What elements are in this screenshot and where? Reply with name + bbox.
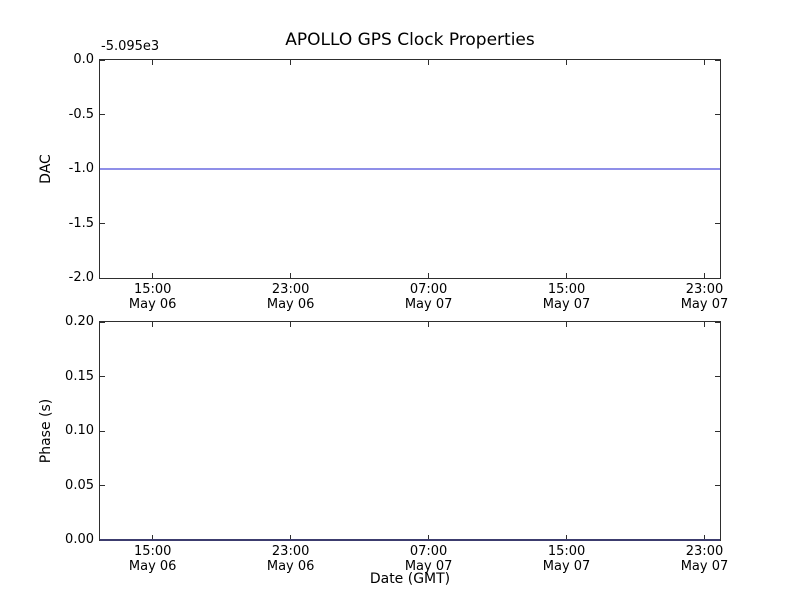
y-tick-mark bbox=[715, 223, 720, 224]
y-tick-mark bbox=[715, 485, 720, 486]
y-tick-mark bbox=[100, 321, 105, 323]
y-tick-mark bbox=[715, 430, 720, 432]
x-tick-date: May 06 bbox=[266, 297, 315, 312]
x-tick-date: May 07 bbox=[542, 559, 591, 574]
chart-title: APOLLO GPS Clock Properties bbox=[285, 30, 535, 50]
x-tick-label: 23:00 May 06 bbox=[246, 282, 336, 312]
x-tick-label: 15:00 May 06 bbox=[108, 544, 198, 574]
x-tick-date: May 07 bbox=[404, 297, 453, 312]
y-tick-label: 0.00 bbox=[65, 532, 94, 547]
x-tick-mark bbox=[428, 273, 430, 278]
x-tick-mark bbox=[704, 60, 705, 65]
x-tick-label: 23:00 May 06 bbox=[246, 544, 336, 574]
x-tick-mark bbox=[704, 535, 705, 540]
x-tick-mark bbox=[704, 273, 705, 278]
x-tick-date: May 07 bbox=[680, 559, 729, 574]
y-tick-mark bbox=[100, 376, 105, 377]
x-tick-time: 23:00 bbox=[685, 544, 724, 559]
y-tick-label: 0.10 bbox=[65, 423, 94, 438]
y-tick-label: -0.5 bbox=[68, 106, 94, 122]
x-tick-label: 23:00 May 07 bbox=[660, 544, 750, 574]
x-tick-mark bbox=[566, 273, 568, 278]
y-tick-label: 0.20 bbox=[65, 314, 94, 329]
data-line-dac bbox=[100, 168, 720, 170]
x-tick-time: 15:00 bbox=[133, 282, 172, 297]
x-tick-date: May 06 bbox=[266, 559, 315, 574]
y-tick-mark bbox=[100, 114, 105, 115]
x-tick-date: May 06 bbox=[128, 559, 177, 574]
x-tick-time: 15:00 bbox=[547, 544, 586, 559]
x-tick-mark bbox=[290, 322, 292, 327]
x-tick-mark bbox=[704, 322, 705, 327]
y-tick-mark bbox=[715, 114, 720, 115]
y-tick-mark bbox=[100, 223, 105, 224]
y-tick-mark bbox=[100, 277, 105, 279]
y-tick-label: -2.0 bbox=[68, 270, 94, 285]
x-tick-date: May 06 bbox=[128, 297, 177, 312]
x-tick-label: 15:00 May 07 bbox=[522, 282, 612, 312]
x-tick-time: 15:00 bbox=[547, 282, 586, 297]
subplot-phase bbox=[99, 321, 721, 541]
x-tick-time: 07:00 bbox=[409, 544, 448, 559]
x-tick-label: 07:00 May 07 bbox=[384, 544, 474, 574]
x-tick-mark bbox=[566, 535, 568, 540]
x-tick-mark bbox=[566, 322, 568, 327]
x-tick-date: May 07 bbox=[404, 559, 453, 574]
x-tick-mark bbox=[566, 60, 568, 65]
x-axis-label: Date (GMT) bbox=[369, 571, 451, 587]
x-tick-mark bbox=[152, 60, 154, 65]
y-tick-mark bbox=[715, 59, 720, 61]
x-tick-mark bbox=[290, 535, 292, 540]
x-tick-mark bbox=[152, 535, 154, 540]
y-tick-label: 0.0 bbox=[73, 52, 94, 67]
data-line-phase bbox=[100, 539, 720, 541]
x-tick-mark bbox=[290, 60, 292, 65]
y-tick-mark bbox=[715, 376, 720, 377]
subplot-dac bbox=[99, 59, 721, 279]
x-tick-time: 07:00 bbox=[409, 282, 448, 297]
y-tick-mark bbox=[715, 321, 720, 323]
x-tick-mark bbox=[152, 273, 154, 278]
x-tick-time: 23:00 bbox=[271, 544, 310, 559]
x-tick-date: May 07 bbox=[542, 297, 591, 312]
y-tick-label: 0.15 bbox=[65, 368, 94, 384]
x-tick-mark bbox=[428, 535, 430, 540]
y-axis-offset-text: -5.095e3 bbox=[101, 39, 160, 54]
y-tick-label: -1.5 bbox=[68, 215, 94, 231]
y-tick-label: 0.05 bbox=[65, 477, 94, 493]
y-tick-mark bbox=[715, 277, 720, 279]
x-tick-label: 15:00 May 07 bbox=[522, 544, 612, 574]
x-tick-label: 23:00 May 07 bbox=[660, 282, 750, 312]
y-tick-mark bbox=[100, 59, 105, 61]
y-tick-mark bbox=[100, 430, 105, 432]
x-tick-mark bbox=[290, 273, 292, 278]
y-tick-label: -1.0 bbox=[68, 161, 94, 176]
y-tick-mark bbox=[100, 485, 105, 486]
x-tick-time: 15:00 bbox=[133, 544, 172, 559]
x-tick-label: 07:00 May 07 bbox=[384, 282, 474, 312]
x-tick-time: 23:00 bbox=[685, 282, 724, 297]
x-tick-label: 15:00 May 06 bbox=[108, 282, 198, 312]
x-tick-mark bbox=[428, 322, 430, 327]
x-tick-time: 23:00 bbox=[271, 282, 310, 297]
x-tick-date: May 07 bbox=[680, 297, 729, 312]
x-tick-mark bbox=[428, 60, 430, 65]
x-tick-mark bbox=[152, 322, 154, 327]
